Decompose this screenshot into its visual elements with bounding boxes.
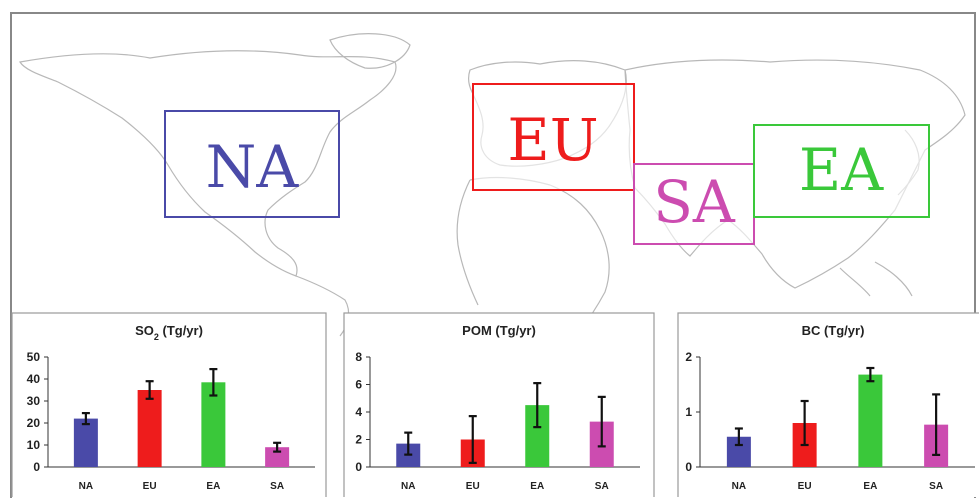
x-tick-label-sa: SA	[929, 481, 943, 492]
bar-sa	[265, 447, 290, 467]
y-tick-label: 2	[355, 433, 362, 447]
y-tick-label: 0	[33, 460, 40, 474]
region-boxes: NA EU SA EA	[164, 83, 930, 245]
region-label-na: NA	[206, 133, 300, 201]
coastline-north-america	[19, 50, 397, 277]
y-tick-label: 40	[27, 372, 41, 386]
x-tick-label-eu: EU	[143, 481, 157, 492]
coastline-southeast-asia	[839, 261, 913, 297]
coastline-greenland	[329, 33, 411, 69]
chart-panel-2: POM (Tg/yr) 0 2 4 6 8 NA EU EA SA	[343, 312, 655, 497]
chart-title-rest: (Tg/yr)	[159, 323, 203, 338]
coastline-africa	[456, 176, 610, 331]
y-tick-label: 1	[685, 405, 692, 419]
chart-panel-3: BC (Tg/yr) 0 1 2 NA EU EA SA	[677, 312, 979, 497]
chart-title-main: POM (Tg/yr)	[462, 323, 536, 338]
x-tick-label-eu: EU	[798, 481, 812, 492]
x-tick-label-ea: EA	[863, 481, 877, 492]
region-box-ea	[753, 124, 930, 218]
chart-panel-1: SO2 (Tg/yr) 0 10 20 30 40 50 NA EU EA SA	[11, 312, 327, 497]
y-tick-label: 0	[355, 460, 362, 474]
y-tick-label: 20	[27, 416, 41, 430]
x-tick-label-ea: EA	[206, 481, 220, 492]
y-tick-label: 6	[355, 378, 362, 392]
bar-eu	[137, 390, 162, 467]
bar-na	[73, 418, 98, 467]
region-box-eu	[472, 83, 635, 191]
x-tick-label-na: NA	[401, 481, 415, 492]
y-tick-label: 30	[27, 394, 41, 408]
region-label-ea: EA	[799, 136, 884, 204]
y-tick-label: 4	[355, 405, 362, 419]
chart-title-main: SO	[135, 323, 154, 338]
map-frame	[10, 12, 976, 498]
chart-title: POM (Tg/yr)	[462, 323, 536, 338]
y-tick-label: 2	[685, 350, 692, 364]
chart-title: SO2 (Tg/yr)	[135, 323, 203, 342]
region-label-eu: EU	[507, 106, 598, 174]
x-tick-label-sa: SA	[270, 481, 284, 492]
x-tick-label-sa: SA	[595, 481, 609, 492]
bar-ea	[858, 374, 883, 467]
chart-title-subscript: 2	[154, 332, 159, 342]
chart-title-main: BC (Tg/yr)	[802, 323, 865, 338]
x-tick-label-eu: EU	[466, 481, 480, 492]
chart-title: BC (Tg/yr)	[802, 323, 865, 338]
region-label-sa: SA	[653, 168, 736, 236]
y-tick-label: 8	[355, 350, 362, 364]
x-tick-label-na: NA	[79, 481, 93, 492]
panel-frame	[343, 312, 655, 497]
panel-frame	[11, 312, 327, 497]
panel-frame	[677, 312, 979, 497]
y-tick-label: 0	[685, 460, 692, 474]
x-tick-label-ea: EA	[530, 481, 544, 492]
y-tick-label: 50	[27, 350, 41, 364]
y-tick-label: 10	[27, 438, 41, 452]
region-box-na	[164, 110, 340, 218]
x-tick-label-na: NA	[732, 481, 746, 492]
